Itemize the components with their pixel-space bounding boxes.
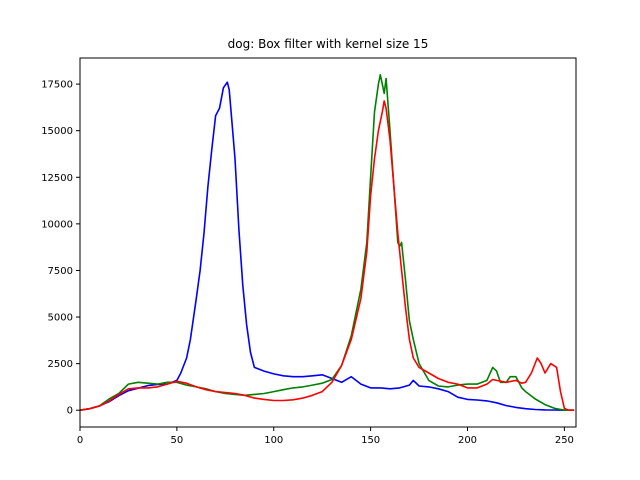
series-line-1 <box>79 81 575 412</box>
y-tick-label: 0 <box>67 406 73 417</box>
y-tick-label: 10000 <box>41 219 73 230</box>
x-tick-label: 0 <box>77 435 83 446</box>
series-line-3 <box>79 100 575 412</box>
y-tick-label: 7500 <box>48 266 73 277</box>
plot-frame <box>79 57 577 428</box>
plot-area <box>80 58 576 427</box>
axis-layer: 0 50 100 150 200 2500250050007500100001250015… <box>41 80 574 446</box>
x-tick-label: 250 <box>555 435 574 446</box>
x-tick-label: 150 <box>361 435 380 446</box>
chart-title: dog: Box filter with kernel size 15 <box>228 37 429 51</box>
y-tick-label: 2500 <box>48 359 73 370</box>
y-tick-label: 15000 <box>41 126 73 137</box>
series-layer <box>79 74 575 412</box>
y-tick-label: 12500 <box>41 173 73 184</box>
x-tick-label: 100 <box>264 435 283 446</box>
series-line-2 <box>79 74 575 412</box>
x-tick-label: 200 <box>458 435 477 446</box>
y-tick-label: 17500 <box>41 80 73 91</box>
x-tick-label: 50 <box>171 435 184 446</box>
y-tick-label: 5000 <box>48 313 73 324</box>
